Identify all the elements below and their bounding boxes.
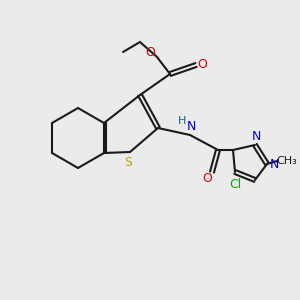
Text: O: O: [197, 58, 207, 70]
Text: Cl: Cl: [229, 178, 241, 191]
Text: N: N: [251, 130, 261, 142]
Text: H: H: [178, 116, 186, 126]
Text: O: O: [145, 46, 155, 59]
Text: N: N: [269, 158, 279, 170]
Text: O: O: [202, 172, 212, 185]
Text: N: N: [186, 119, 196, 133]
Text: S: S: [124, 155, 132, 169]
Text: CH₃: CH₃: [277, 156, 297, 166]
